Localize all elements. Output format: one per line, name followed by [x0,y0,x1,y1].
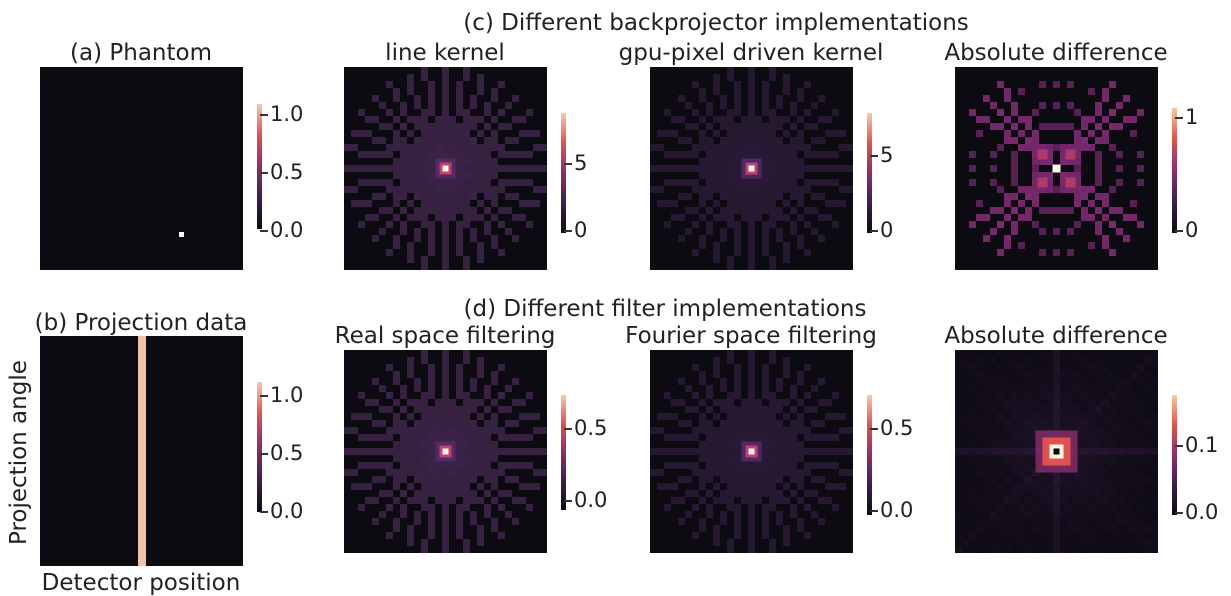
filter-group-title: (d) Different filter implementations [463,296,867,322]
phantom-image [40,67,243,270]
phantom-tick-min: 0.0 [270,218,304,242]
filter-diff-colorbar [1172,395,1177,515]
phantom-tick-max: 1.0 [270,102,304,126]
gpu-kernel-title: gpu-pixel driven kernel [618,40,884,66]
real-filter-colorbar [561,395,566,510]
gpu-kernel-tick-5: 5 [880,143,894,167]
real-filter-tick-00: 0.0 [574,488,608,512]
gpu-kernel-image [650,67,853,270]
line-kernel-tick-0: 0 [574,218,588,242]
line-kernel-colorbar [561,113,566,233]
fourier-filter-tick-00: 0.0 [880,498,914,522]
filter-diff-image [955,350,1158,553]
phantom-colorbar [257,104,262,229]
projection-ylabel: Projection angle [6,360,32,545]
projection-xlabel: Detector position [41,570,241,596]
projection-tick-mid: 0.5 [270,441,304,465]
bp-diff-colorbar [1172,108,1177,233]
bp-diff-tick-0: 0 [1185,218,1199,242]
fourier-filter-colorbar [867,395,872,515]
phantom-title: (a) Phantom [70,40,212,66]
fourier-filter-image [650,350,853,553]
filter-diff-tick-00: 0.0 [1185,500,1219,524]
bp-diff-title: Absolute difference [944,40,1168,66]
gpu-kernel-tick-0: 0 [880,218,894,242]
projection-title: (b) Projection data [34,310,248,336]
line-kernel-tick-5: 5 [574,151,588,175]
projection-line [138,336,146,566]
line-kernel-title: line kernel [385,40,505,66]
projection-tick-max: 1.0 [270,383,304,407]
bp-diff-tick-1: 1 [1185,105,1199,129]
projection-image [40,336,243,566]
real-filter-image [344,350,547,553]
bp-diff-image [955,67,1158,270]
filter-diff-title: Absolute difference [944,323,1168,349]
fourier-filter-title: Fourier space filtering [625,323,877,349]
projection-tick-min: 0.0 [270,499,304,523]
real-filter-tick-05: 0.5 [574,416,608,440]
gpu-kernel-colorbar [867,113,872,233]
filter-diff-tick-01: 0.1 [1185,433,1219,457]
phantom-point [179,232,184,237]
line-kernel-image [344,67,547,270]
projection-colorbar [257,382,262,512]
fourier-filter-tick-05: 0.5 [880,416,914,440]
phantom-tick-mid: 0.5 [270,160,304,184]
real-filter-title: Real space filtering [334,323,556,349]
backprojector-group-title: (c) Different backprojector implementati… [463,10,969,36]
